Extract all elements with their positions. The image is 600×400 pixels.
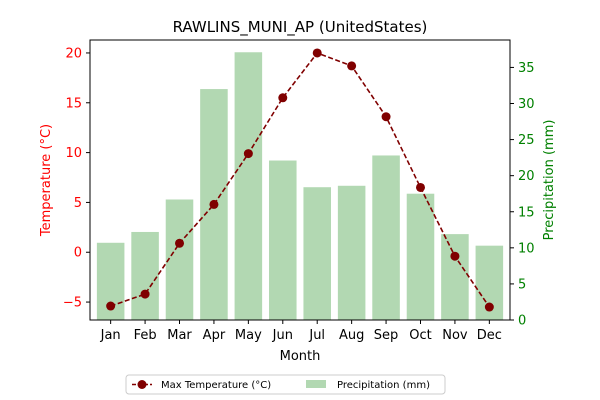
x-tick-label: Aug	[339, 328, 364, 343]
legend-marker-swatch	[137, 380, 147, 389]
temperature-point-apr	[209, 199, 219, 209]
chart-title: RAWLINS_MUNI_AP (UnitedStates)	[173, 18, 428, 37]
left-y-tick-label: 5	[74, 196, 82, 211]
left-y-tick-label: 15	[65, 96, 82, 111]
temperature-point-dec	[484, 302, 494, 312]
x-tick-label: Jul	[308, 328, 325, 343]
precipitation-bar-may	[234, 52, 263, 321]
temperature-point-nov	[450, 251, 460, 261]
left-y-tick-label: 0	[74, 246, 82, 261]
temperature-point-mar	[175, 238, 185, 248]
left-y-tick-label: −5	[63, 296, 82, 311]
left-axis-label: Temperature (°C)	[39, 124, 54, 237]
right-y-tick-label: 35	[518, 61, 535, 76]
right-y-tick-label: 10	[518, 241, 535, 256]
right-y-tick-label: 25	[518, 133, 535, 148]
legend: Max Temperature (°C) Precipitation (mm)	[125, 374, 446, 395]
x-axis-label: Month	[280, 349, 321, 364]
right-y-tick-label: 5	[518, 277, 526, 292]
x-tick-label: Nov	[442, 328, 468, 343]
temperature-point-jun	[278, 93, 288, 103]
x-tick-label: Jun	[272, 328, 293, 343]
temperature-point-jan	[106, 301, 116, 311]
x-tick-label: Apr	[203, 328, 226, 343]
temperature-point-oct	[415, 182, 425, 192]
x-tick-label: Oct	[409, 328, 431, 343]
temperature-point-feb	[140, 289, 150, 299]
plot-frame	[89, 39, 511, 321]
right-y-tick-label: 15	[518, 205, 535, 220]
left-y-tick-label: 10	[65, 146, 82, 161]
precipitation-bars	[96, 52, 504, 321]
x-tick-label: Sep	[374, 328, 399, 343]
right-y-axis: 0 5 10 15 20 25 30 35	[510, 61, 535, 329]
temperature-polyline	[110, 51, 491, 308]
left-y-axis: −5 0 5 10 15 20	[63, 46, 90, 311]
temperature-line	[106, 48, 494, 312]
legend-bar-swatch	[306, 380, 326, 388]
x-tick-label: Jan	[100, 328, 121, 343]
precipitation-bar-jun	[269, 160, 297, 320]
x-axis: Jan Feb Mar Apr May Jun Jul Aug Sep Oct Nov Dec	[100, 320, 502, 343]
x-tick-label: Dec	[477, 328, 502, 343]
precipitation-bar-nov	[441, 234, 469, 320]
temperature-point-sep	[381, 112, 391, 122]
right-axis-label: Precipitation (mm)	[542, 120, 557, 241]
precipitation-bar-oct	[406, 193, 435, 320]
legend-label-temperature: Max Temperature (°C)	[161, 380, 271, 391]
right-y-tick-label: 30	[518, 97, 535, 112]
precipitation-bar-aug	[337, 185, 366, 320]
x-tick-label: Mar	[167, 328, 192, 343]
right-y-tick-label: 0	[518, 314, 526, 329]
right-y-tick-label: 20	[518, 169, 535, 184]
legend-label-precipitation: Precipitation (mm)	[337, 380, 430, 391]
legend-frame	[125, 374, 446, 395]
precipitation-bar-sep	[372, 155, 400, 320]
temperature-point-aug	[347, 61, 357, 71]
x-tick-label: May	[235, 328, 262, 343]
temperature-point-jul	[312, 48, 322, 58]
precipitation-bar-mar	[165, 199, 194, 320]
temperature-point-may	[243, 149, 253, 159]
precipitation-bar-feb	[131, 231, 159, 320]
x-tick-label: Feb	[134, 328, 157, 343]
left-y-tick-label: 20	[65, 46, 82, 61]
precipitation-bar-jul	[303, 187, 331, 320]
